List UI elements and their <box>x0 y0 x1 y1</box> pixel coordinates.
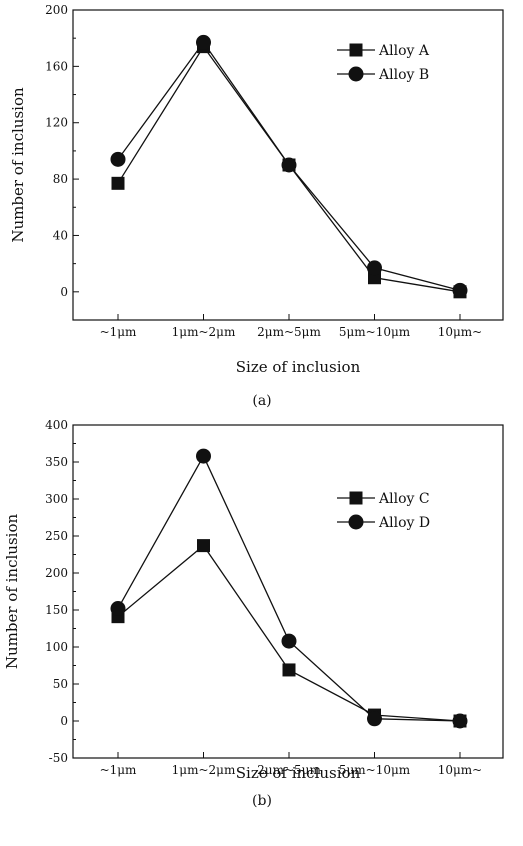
y-tick-label: 40 <box>53 228 68 242</box>
y-tick-label: 200 <box>45 3 68 17</box>
data-point-circle <box>196 34 211 50</box>
x-tick-label: 10μm~ <box>438 325 483 339</box>
panel-caption: (b) <box>252 793 272 809</box>
data-point-circle <box>452 713 468 729</box>
y-tick-label: 0 <box>60 285 68 299</box>
panel-caption: (a) <box>252 393 271 409</box>
data-point-circle <box>367 711 382 727</box>
y-tick-label: 80 <box>53 172 68 186</box>
legend-marker-circle <box>348 514 364 530</box>
legend-label: Alloy B <box>378 67 429 83</box>
y-tick-label: 50 <box>53 677 68 691</box>
data-point-circle <box>281 157 297 173</box>
data-point-circle <box>367 260 382 276</box>
plot-frame <box>72 424 504 759</box>
x-tick-label: ~1μm <box>100 763 137 777</box>
x-axis-label: Size of inclusion <box>236 764 361 782</box>
plot-frame <box>72 9 504 321</box>
legend-marker-square <box>349 491 363 505</box>
y-tick-label: 120 <box>45 116 68 130</box>
data-point-square <box>282 663 296 677</box>
y-tick-label: 160 <box>45 59 68 73</box>
legend-label: Alloy A <box>378 43 430 59</box>
y-tick-label: 200 <box>45 566 68 580</box>
x-tick-label: 2μm~5μm <box>257 325 321 339</box>
chart-panel-a: 0 40 80 120 160 200 ~1μm 1μm~2μm 2μm~5μm 5μm~10μm… <box>9 3 504 409</box>
data-point-circle <box>452 282 468 298</box>
legend-marker-square <box>349 43 363 57</box>
legend-marker-circle <box>348 66 364 82</box>
y-tick-label: 350 <box>45 455 68 469</box>
x-tick-label: 2μm~5μm <box>257 763 321 777</box>
y-tick-label: 100 <box>45 640 68 654</box>
series-line-alloy-c <box>117 544 461 722</box>
data-point-circle <box>281 633 297 649</box>
x-tick-label: 1μm~2μm <box>172 325 236 339</box>
y-tick-label: 150 <box>45 603 68 617</box>
y-tick-label: 300 <box>45 492 68 506</box>
y-axis-label: Number of inclusion <box>9 87 27 243</box>
x-tick-label: 5μm~10μm <box>339 763 411 777</box>
x-tick-label: 10μm~ <box>438 763 483 777</box>
y-tick-label: 0 <box>60 714 68 728</box>
legend-label: Alloy C <box>378 491 430 507</box>
x-tick-label: 1μm~2μm <box>172 763 236 777</box>
x-tick-label: ~1μm <box>100 325 137 339</box>
x-axis-label: Size of inclusion <box>236 358 361 376</box>
x-tick-label: 5μm~10μm <box>339 325 411 339</box>
data-point-circle <box>196 448 211 464</box>
y-tick-label: 250 <box>45 529 68 543</box>
data-point-circle <box>110 151 126 167</box>
y-axis-label: Number of inclusion <box>3 514 21 670</box>
y-tick-label: -50 <box>49 751 68 765</box>
data-point-square <box>111 176 125 190</box>
data-point-square <box>197 539 210 553</box>
legend-label: Alloy D <box>378 515 430 531</box>
y-tick-label: 400 <box>45 418 68 432</box>
data-point-circle <box>110 601 126 617</box>
chart-panel-b: -50 0 50 100 150 200 250 300 350 400 ~1μm 1μm~2μm 2μ… <box>3 418 504 809</box>
